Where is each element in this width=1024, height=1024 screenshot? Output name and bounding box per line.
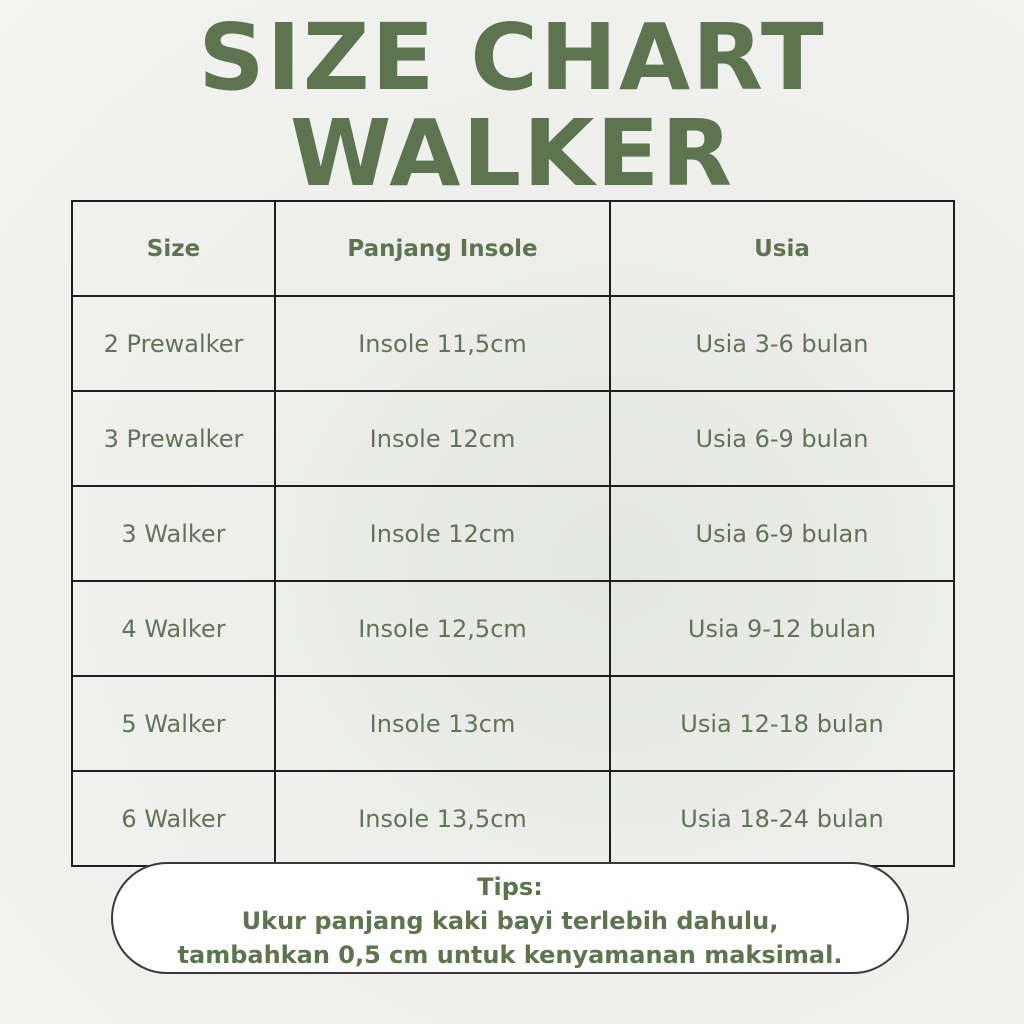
size-table: Size Panjang Insole Usia 2 Prewalker Inso…	[71, 200, 955, 867]
cell-insole: Insole 13,5cm	[274, 770, 611, 867]
cell-size: 4 Walker	[71, 580, 276, 677]
cell-age: Usia 18-24 bulan	[609, 770, 955, 867]
table-row: 4 Walker Insole 12,5cm Usia 9-12 bulan	[71, 580, 955, 677]
table-row: 2 Prewalker Insole 11,5cm Usia 3-6 bulan	[71, 295, 955, 392]
cell-age: Usia 9-12 bulan	[609, 580, 955, 677]
cell-age: Usia 12-18 bulan	[609, 675, 955, 772]
header-size: Size	[71, 200, 276, 297]
tips-line-1: Ukur panjang kaki bayi terlebih dahulu,	[241, 907, 779, 935]
table-row: 3 Walker Insole 12cm Usia 6-9 bulan	[71, 485, 955, 582]
cell-size: 3 Walker	[71, 485, 276, 582]
tips-line-2: tambahkan 0,5 cm untuk kenyamanan maksim…	[177, 941, 843, 969]
tips-box: Tips: Ukur panjang kaki bayi terlebih da…	[111, 862, 909, 974]
tips-label: Tips:	[477, 873, 543, 901]
cell-insole: Insole 12,5cm	[274, 580, 611, 677]
cell-size: 2 Prewalker	[71, 295, 276, 392]
cell-size: 3 Prewalker	[71, 390, 276, 487]
cell-insole: Insole 13cm	[274, 675, 611, 772]
cell-insole: Insole 11,5cm	[274, 295, 611, 392]
title-line-2: WALKER	[289, 100, 735, 207]
header-insole: Panjang Insole	[274, 200, 611, 297]
table-header-row: Size Panjang Insole Usia	[71, 200, 955, 297]
cell-size: 6 Walker	[71, 770, 276, 867]
table-row: 6 Walker Insole 13,5cm Usia 18-24 bulan	[71, 770, 955, 867]
cell-insole: Insole 12cm	[274, 390, 611, 487]
table-row: 5 Walker Insole 13cm Usia 12-18 bulan	[71, 675, 955, 772]
header-age: Usia	[609, 200, 955, 297]
title-line-1: SIZE CHART	[198, 4, 826, 111]
table-row: 3 Prewalker Insole 12cm Usia 6-9 bulan	[71, 390, 955, 487]
cell-age: Usia 3-6 bulan	[609, 295, 955, 392]
cell-age: Usia 6-9 bulan	[609, 485, 955, 582]
cell-size: 5 Walker	[71, 675, 276, 772]
cell-age: Usia 6-9 bulan	[609, 390, 955, 487]
cell-insole: Insole 12cm	[274, 485, 611, 582]
